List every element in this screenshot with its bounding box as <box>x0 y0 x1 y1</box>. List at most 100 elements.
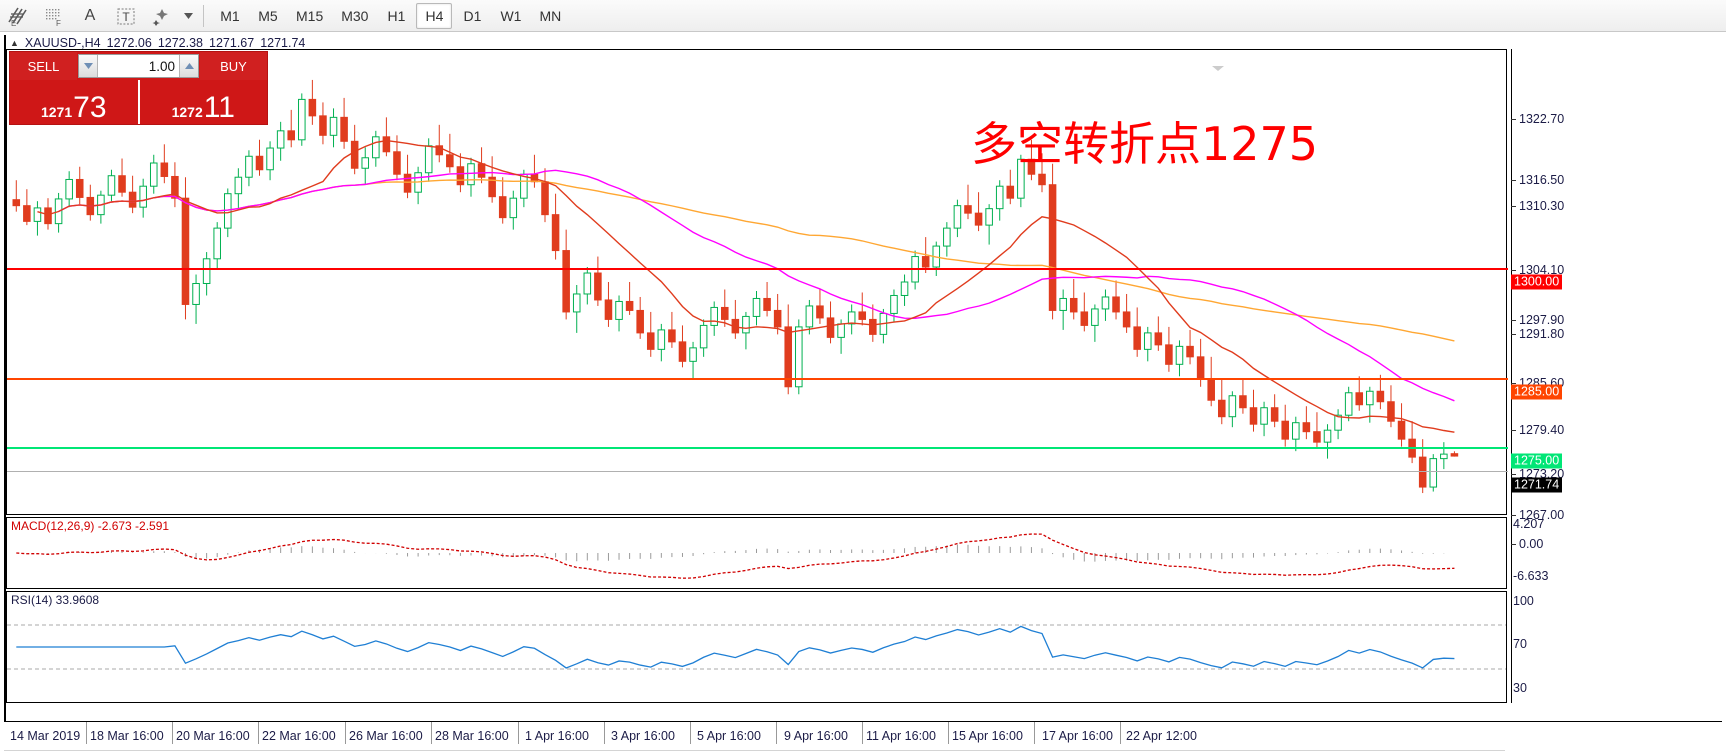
timeframe-m5[interactable]: M5 <box>258 7 278 24</box>
tick-label: 1304.10 <box>1519 263 1565 277</box>
volume-decrement-button[interactable] <box>79 55 98 77</box>
rsi-line <box>16 625 1455 669</box>
candle <box>1165 344 1173 365</box>
volume-increment-button[interactable] <box>179 55 198 77</box>
buy-button[interactable]: BUY <box>200 52 267 80</box>
tick-dash <box>1511 544 1516 546</box>
candle <box>1249 407 1258 425</box>
candle <box>1270 407 1279 422</box>
sell-price[interactable]: 1271 73 <box>10 80 138 124</box>
timeframe-m1[interactable]: M1 <box>220 7 240 24</box>
timeframe-w1[interactable]: W1 <box>500 7 522 24</box>
candle <box>1069 297 1078 313</box>
price-line-pivot-1275[interactable] <box>7 447 1508 449</box>
time-label: 20 Mar 16:00 <box>176 729 250 743</box>
time-axis[interactable]: 14 Mar 2019 18 Mar 16:00 20 Mar 16:00 22 Ma… <box>4 721 1722 756</box>
candle <box>171 175 179 199</box>
candle <box>1122 311 1131 328</box>
candle <box>784 326 793 388</box>
candle <box>298 98 306 141</box>
candle <box>1387 401 1395 422</box>
price-line-resistance-1285[interactable] <box>7 378 1508 380</box>
timeframe-m15[interactable]: M15 <box>296 7 324 24</box>
text-label-icon[interactable]: T <box>108 1 144 31</box>
timeframe-h1[interactable]: H1 <box>387 7 406 24</box>
indicators-icon[interactable]: E <box>0 1 36 31</box>
time-separator <box>258 722 259 744</box>
candle <box>795 326 803 388</box>
timeframe-mn[interactable]: MN <box>539 7 562 24</box>
collapse-triangle-icon[interactable]: ▲ <box>10 38 19 48</box>
price-line-resistance-1300[interactable] <box>7 268 1508 270</box>
candle <box>1313 431 1321 443</box>
objects-icon[interactable] <box>144 1 180 31</box>
price-pane: 多空转折点1275 <box>6 49 1508 515</box>
candle <box>446 154 454 168</box>
candle <box>276 130 285 149</box>
candle <box>900 281 909 296</box>
rsi-scale-label: 70 <box>1513 637 1527 651</box>
tick-dash <box>1511 206 1516 208</box>
buy-price[interactable]: 1272 11 <box>137 80 268 124</box>
time-separator <box>948 722 949 744</box>
price-line-current-1271-74[interactable] <box>7 471 1508 472</box>
timeframe-m30[interactable]: M30 <box>341 7 369 24</box>
candle <box>1154 332 1163 346</box>
candle <box>1080 311 1089 326</box>
candle <box>1355 392 1364 406</box>
tick-dash <box>1511 383 1516 385</box>
time-separator <box>518 722 519 744</box>
candle <box>1048 184 1057 311</box>
symbol-label: XAUUSD-,H4 <box>24 36 101 50</box>
timeframe-group: M1 M5 M15 M30 H1 H4 D1 W1 MN <box>211 2 570 29</box>
time-label: 22 Mar 16:00 <box>262 729 336 743</box>
timeframe-h4[interactable]: H4 <box>416 2 453 29</box>
timeframe-d1[interactable]: D1 <box>463 7 482 24</box>
candle <box>107 175 116 196</box>
candle <box>636 309 644 334</box>
candle <box>435 145 444 156</box>
price-tick-1279-40: 1279.40 <box>1511 423 1564 437</box>
candle <box>1112 296 1120 313</box>
rsi-scale-100: 100 <box>1511 594 1534 608</box>
candle <box>1376 390 1385 403</box>
candle <box>467 163 475 186</box>
candle <box>329 116 338 136</box>
buy-price-integer: 1272 <box>171 104 203 120</box>
candle <box>858 311 867 320</box>
tick-label: 1310.30 <box>1519 199 1565 213</box>
volume-value[interactable]: 1.00 <box>148 58 175 74</box>
candle <box>985 208 993 226</box>
price-tick-1304-10: 1304.10 <box>1511 263 1564 277</box>
chart-window: ▲ XAUUSD-,H4 1272.06 1272.38 1271.67 127… <box>4 35 1722 721</box>
text-icon[interactable]: A <box>84 6 96 24</box>
price-axis[interactable]: 1322.70 1316.50 1310.30 1304.10 1297.90 1291.… <box>1511 49 1724 703</box>
macd-scale-2: -6.633 <box>1511 569 1548 583</box>
candle <box>551 214 560 252</box>
candle <box>1397 420 1406 440</box>
candle <box>1027 158 1036 175</box>
price-tick-1322-70: 1322.70 <box>1511 112 1564 126</box>
grid-icon[interactable]: F <box>36 1 72 31</box>
pane-resize-handle[interactable] <box>1212 66 1224 71</box>
one-click-trading-panel[interactable]: SELL 1.00 BUY 1271 73 1272 11 <box>10 52 267 124</box>
tick-label: 1316.50 <box>1519 173 1565 187</box>
candle <box>509 197 518 219</box>
candle <box>847 311 856 325</box>
candle <box>657 329 666 350</box>
candle <box>1207 378 1215 401</box>
tick-dash <box>1511 474 1516 476</box>
time-separator <box>345 722 346 744</box>
time-separator <box>690 722 691 744</box>
candle <box>1323 429 1332 443</box>
objects-dropdown-caret-icon[interactable] <box>180 1 196 31</box>
sell-button[interactable]: SELL <box>10 52 77 80</box>
moving-average-line <box>58 169 1455 402</box>
candle <box>1260 407 1268 425</box>
moving-average-line <box>37 139 1455 433</box>
price-badge-1275-00: 1275.00 <box>1511 453 1563 469</box>
macd-main-line <box>16 533 1455 579</box>
rsi-scale-70: 70 <box>1511 637 1527 651</box>
volume-input[interactable]: 1.00 <box>78 54 199 78</box>
time-separator <box>776 722 777 744</box>
